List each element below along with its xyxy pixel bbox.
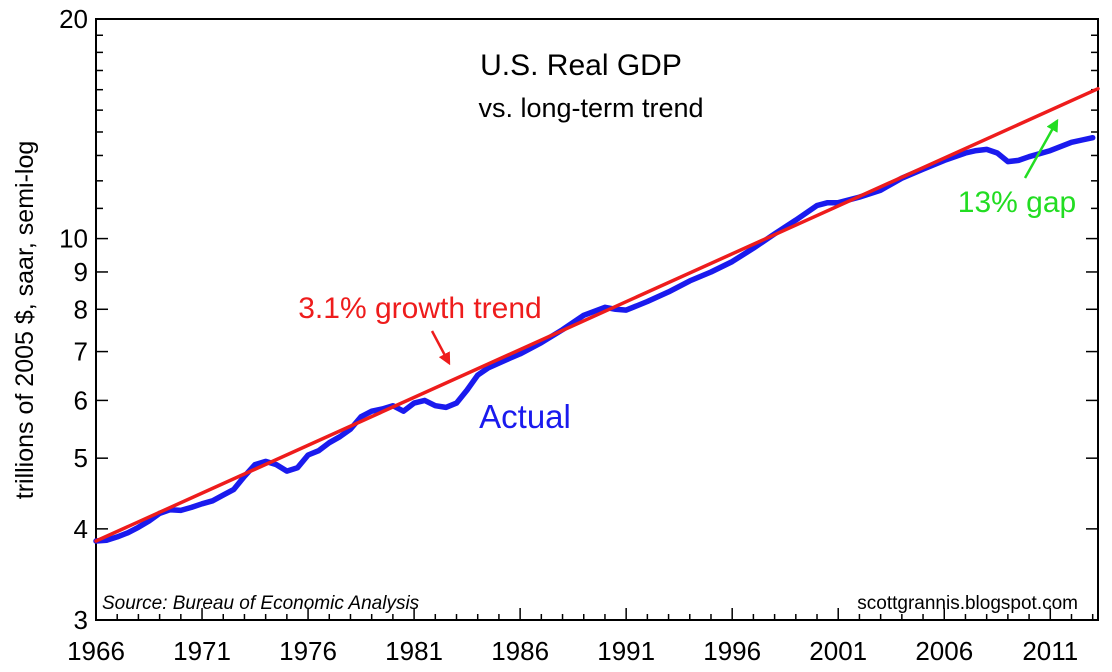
series-layer <box>93 86 1100 544</box>
y-tick-label: 5 <box>74 443 88 473</box>
y-axis-label: trillions of 2005 $, saar, semi-log <box>11 141 39 500</box>
x-tick-label: 1976 <box>279 636 337 666</box>
chart-subtitle: vs. long-term trend <box>478 93 703 123</box>
x-tick-label: 1981 <box>385 636 443 666</box>
y-tick-label: 7 <box>74 337 88 367</box>
gap-arrow <box>1023 118 1059 179</box>
y-axis: 3 4 5 6 7 8 910 20 <box>59 4 1098 635</box>
y-tick-label: 10 <box>59 224 88 254</box>
x-tick-label: 1996 <box>703 636 761 666</box>
y-tick-label: 20 <box>59 4 88 34</box>
series-actual-line <box>93 134 1096 544</box>
gap-label: 13% gap <box>958 186 1076 219</box>
x-tick-label: 1991 <box>597 636 655 666</box>
chart-title: U.S. Real GDP <box>480 49 682 82</box>
plot-frame <box>95 18 1099 621</box>
x-tick-label: 1971 <box>173 636 231 666</box>
y-tick-label: 4 <box>74 514 88 544</box>
trend-arrow <box>430 330 451 366</box>
credit-note: scottgrannis.blogspot.com <box>857 593 1078 614</box>
y-tick-label: 3 <box>74 605 88 635</box>
x-tick-label: 2001 <box>809 636 867 666</box>
source-note: Source: Bureau of Economic Analysis <box>102 593 420 614</box>
y-tick-label: 8 <box>74 294 88 324</box>
x-tick-label: 2006 <box>915 636 973 666</box>
x-axis: 1966 1971 1976 1981 1986 1991 1996 2001 2006 2011 <box>67 608 1094 666</box>
trend-label: 3.1% growth trend <box>298 292 541 325</box>
x-tick-label: 1966 <box>67 636 125 666</box>
actual-label: Actual <box>479 398 571 435</box>
y-tick-label: 6 <box>74 385 88 415</box>
y-tick-label: 9 <box>74 257 88 287</box>
x-tick-label: 1986 <box>491 636 549 666</box>
x-tick-label: 2011 <box>1022 636 1078 666</box>
series-trend-line <box>94 86 1100 543</box>
